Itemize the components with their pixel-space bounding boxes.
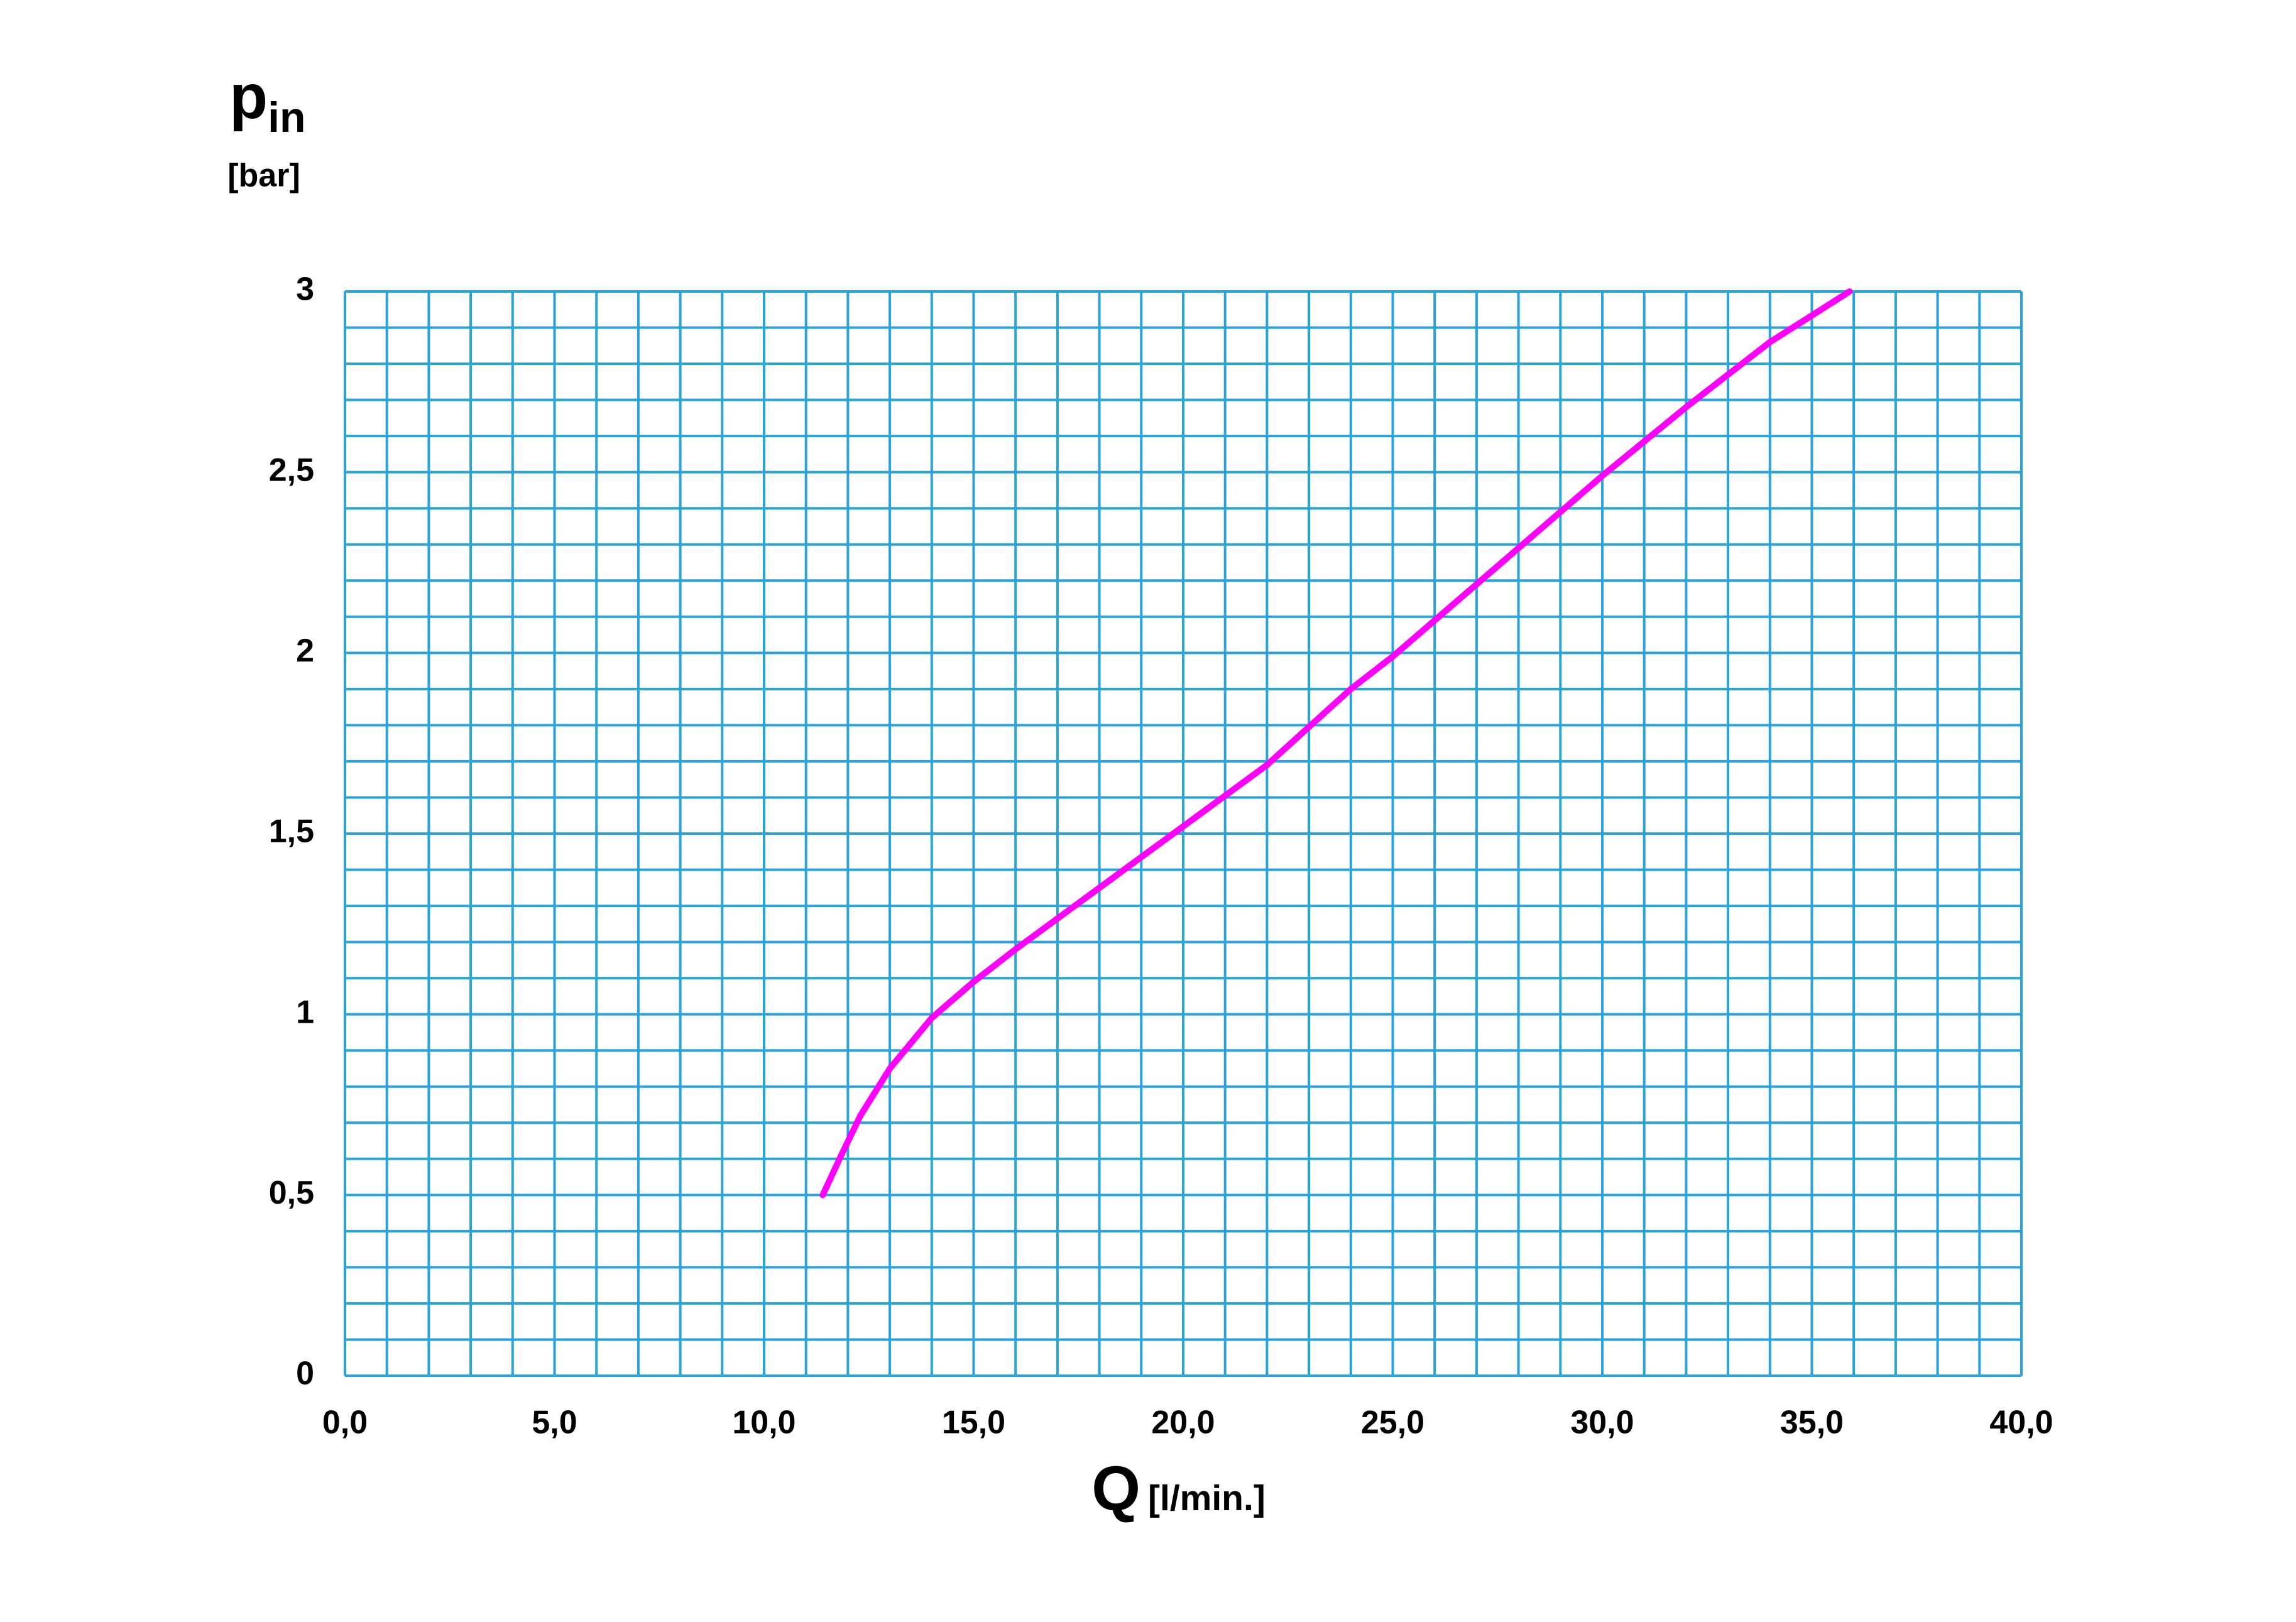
x-tick-label: 30,0 — [1570, 1405, 1634, 1441]
x-tick-label: 10,0 — [732, 1405, 795, 1441]
x-tick-label: 0,0 — [322, 1405, 368, 1441]
y-axis-subscript: in — [268, 94, 305, 141]
y-axis-symbol: p — [229, 62, 268, 132]
y-tick-label: 1 — [296, 994, 314, 1030]
y-tick-label: 3 — [296, 271, 314, 308]
y-tick-label: 0,5 — [269, 1175, 314, 1211]
x-tick-label: 5,0 — [532, 1405, 577, 1441]
y-tick-label: 2 — [296, 633, 314, 669]
x-tick-label: 35,0 — [1780, 1405, 1844, 1441]
x-axis-label: Q — [1091, 1454, 1140, 1524]
y-tick-label: 2,5 — [269, 452, 314, 488]
x-tick-label: 40,0 — [1989, 1405, 2053, 1441]
y-axis-unit: [bar] — [227, 158, 300, 194]
y-axis-label: pin — [229, 62, 306, 141]
y-tick-label: 0 — [296, 1356, 314, 1392]
x-tick-label: 25,0 — [1361, 1405, 1424, 1441]
x-tick-label: 15,0 — [942, 1405, 1005, 1441]
curve — [819, 288, 1853, 1199]
x-axis-unit: [l/min.] — [1148, 1478, 1266, 1518]
x-tick-label: 20,0 — [1151, 1405, 1215, 1441]
y-tick-label: 1,5 — [269, 814, 314, 850]
